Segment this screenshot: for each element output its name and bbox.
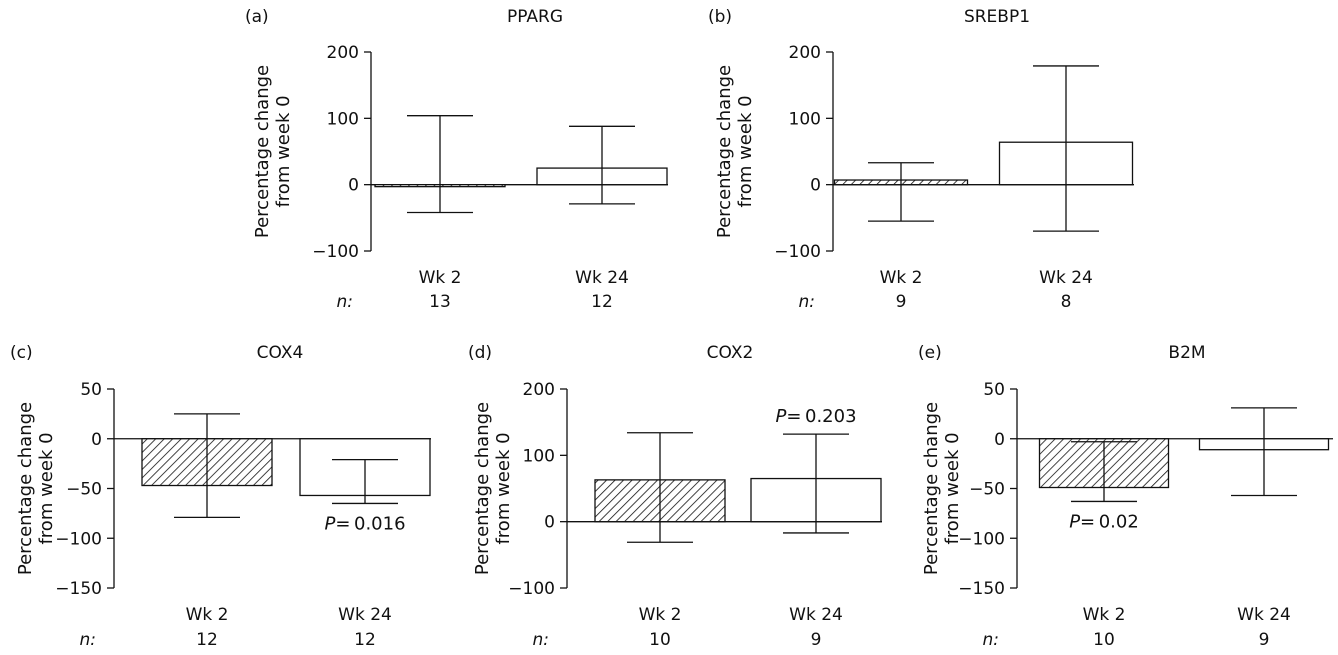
y-tick-label: −150 bbox=[958, 579, 1005, 599]
y-tick-label: −150 bbox=[55, 579, 102, 599]
y-tick-label: −100 bbox=[958, 529, 1005, 549]
y-axis-label: Percentage changefrom week 0 bbox=[472, 402, 514, 575]
y-axis-label-line: Percentage change bbox=[472, 402, 493, 575]
y-axis-label-line: from week 0 bbox=[942, 432, 963, 544]
n-value: 9 bbox=[811, 630, 822, 650]
y-axis-label: Percentage changefrom week 0 bbox=[15, 402, 57, 575]
n-prefix-label: n: bbox=[336, 292, 353, 312]
y-tick-label: 50 bbox=[983, 380, 1005, 400]
panel-srebp1: (b) SREBP1 −100 0 100 200 Percentage changefro… bbox=[708, 7, 1134, 312]
y-axis-label: Percentage changefrom week 0 bbox=[714, 65, 756, 238]
x-category-label: Wk 24 bbox=[1237, 605, 1291, 625]
n-prefix-label: n: bbox=[532, 630, 549, 650]
x-category-label: Wk 24 bbox=[575, 268, 629, 288]
n-value: 12 bbox=[591, 292, 613, 312]
y-tick-label: 0 bbox=[544, 513, 555, 533]
p-value-label: P= 0.02 bbox=[1069, 511, 1139, 532]
y-tick-label: 0 bbox=[348, 176, 359, 196]
y-tick-label: 0 bbox=[91, 430, 102, 450]
panel-letter: (a) bbox=[245, 7, 269, 27]
panel-letter: (c) bbox=[10, 343, 33, 363]
p-symbol: P bbox=[775, 406, 786, 427]
y-tick-label: 200 bbox=[327, 43, 359, 63]
y-tick-label: −100 bbox=[55, 529, 102, 549]
x-category-label: Wk 2 bbox=[639, 605, 682, 625]
y-tick-label: 0 bbox=[810, 176, 821, 196]
panel-title: PPARG bbox=[507, 7, 563, 27]
y-axis-label-line: from week 0 bbox=[273, 95, 294, 207]
x-category-label: Wk 24 bbox=[338, 605, 392, 625]
panel-b2m: (e) B2M −150 −100 −50 0 50 Percentage changefro… bbox=[918, 343, 1333, 650]
panel-letter: (d) bbox=[468, 343, 492, 363]
y-tick-label: −100 bbox=[508, 579, 555, 599]
panel-letter: (e) bbox=[918, 343, 942, 363]
y-tick-label: −50 bbox=[969, 480, 1005, 500]
y-axis-label: Percentage changefrom week 0 bbox=[252, 65, 294, 238]
n-value: 10 bbox=[649, 630, 671, 650]
panel-pparg: (a) PPARG −100 0 100 200 Percentage changefrom… bbox=[245, 7, 668, 312]
y-tick-label: 100 bbox=[327, 109, 359, 129]
p-symbol: P bbox=[324, 513, 335, 534]
y-tick-label: 200 bbox=[789, 43, 821, 63]
x-category-label: Wk 2 bbox=[1083, 605, 1126, 625]
x-category-label: Wk 24 bbox=[789, 605, 843, 625]
y-tick-label: 100 bbox=[523, 446, 555, 466]
x-category-label: Wk 24 bbox=[1039, 268, 1093, 288]
x-category-label: Wk 2 bbox=[419, 268, 462, 288]
panel-title: B2M bbox=[1168, 343, 1205, 363]
y-tick-label: −50 bbox=[66, 480, 102, 500]
p-value-label: P= 0.016 bbox=[324, 513, 405, 534]
p-symbol: P bbox=[1069, 511, 1080, 532]
n-prefix-label: n: bbox=[79, 630, 96, 650]
panel-title: SREBP1 bbox=[964, 7, 1030, 27]
x-category-label: Wk 2 bbox=[186, 605, 229, 625]
n-value: 10 bbox=[1093, 630, 1115, 650]
panel-title: COX2 bbox=[707, 343, 754, 363]
n-value: 12 bbox=[196, 630, 218, 650]
y-tick-label: −100 bbox=[774, 242, 821, 262]
y-axis-label-line: Percentage change bbox=[921, 402, 942, 575]
n-value: 9 bbox=[1259, 630, 1270, 650]
y-tick-label: 200 bbox=[523, 380, 555, 400]
y-axis-label-line: Percentage change bbox=[714, 65, 735, 238]
p-value: = 0.016 bbox=[335, 513, 405, 534]
n-value: 13 bbox=[429, 292, 451, 312]
p-value: = 0.02 bbox=[1080, 511, 1139, 532]
panel-title: COX4 bbox=[257, 343, 304, 363]
n-value: 8 bbox=[1061, 292, 1072, 312]
y-tick-label: 100 bbox=[789, 109, 821, 129]
y-axis-label-line: Percentage change bbox=[252, 65, 273, 238]
n-prefix-label: n: bbox=[798, 292, 815, 312]
y-axis-label-line: Percentage change bbox=[15, 402, 36, 575]
y-tick-label: −100 bbox=[312, 242, 359, 262]
panel-letter: (b) bbox=[708, 7, 732, 27]
p-value: = 0.203 bbox=[786, 406, 856, 427]
x-category-label: Wk 2 bbox=[880, 268, 923, 288]
y-axis-label-line: from week 0 bbox=[735, 95, 756, 207]
y-axis-label-line: from week 0 bbox=[493, 432, 514, 544]
panel-cox4: (c) COX4 −150 −100 −50 0 50 Percentage changefr… bbox=[10, 343, 431, 650]
panel-cox2: (d) COX2 −100 0 100 200 Percentage changefrom … bbox=[468, 343, 882, 650]
y-axis-label: Percentage changefrom week 0 bbox=[921, 402, 963, 575]
n-prefix-label: n: bbox=[982, 630, 999, 650]
y-tick-label: 50 bbox=[80, 380, 102, 400]
y-tick-label: 0 bbox=[994, 430, 1005, 450]
n-value: 9 bbox=[896, 292, 907, 312]
y-axis-label-line: from week 0 bbox=[36, 432, 57, 544]
p-value-label: P= 0.203 bbox=[775, 406, 856, 427]
n-value: 12 bbox=[354, 630, 376, 650]
